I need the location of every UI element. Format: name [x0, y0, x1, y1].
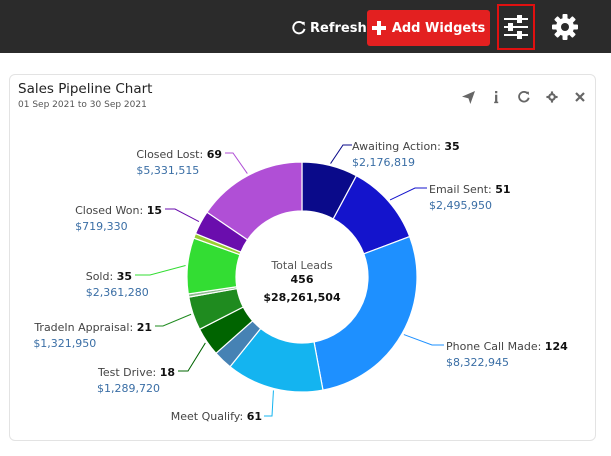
slice-label-name: Email Sent:	[429, 183, 495, 196]
slice-label: Test Drive: 18	[97, 366, 175, 379]
slice-label-count: 15	[147, 204, 162, 217]
info-icon[interactable]	[489, 90, 503, 104]
slice-label-count: 35	[444, 140, 459, 153]
card-date-range: 01 Sep 2021 to 30 Sep 2021	[18, 100, 147, 110]
leader-line	[178, 342, 206, 372]
slice-label-amount: $719,330	[75, 220, 128, 233]
slice-label: Sold: 35	[86, 270, 132, 283]
center-total-label: Total Leads	[270, 259, 333, 272]
leader-line	[264, 390, 274, 417]
slice-label-name: Awaiting Action:	[352, 140, 444, 153]
slice-label-count: 61	[247, 410, 262, 423]
slice-label: Closed Lost: 69	[136, 148, 222, 161]
slice-label: Closed Won: 15	[75, 204, 162, 217]
slice-label-amount: $1,321,950	[33, 337, 96, 350]
slice-label-name: Sold:	[86, 270, 117, 283]
slice-label-count: 124	[545, 340, 568, 353]
sales-pipeline-card: Sales Pipeline Chart 01 Sep 2021 to 30 S…	[9, 74, 596, 441]
slice-label: Meet Qualify: 61	[171, 410, 262, 423]
add-widgets-label: Add Widgets	[391, 20, 486, 36]
top-toolbar: Refresh Add Widgets	[0, 0, 611, 53]
leader-line	[330, 144, 352, 164]
refresh-icon[interactable]	[517, 90, 531, 104]
refresh-button[interactable]: Refresh	[292, 18, 367, 38]
slice-label: Email Sent: 51	[429, 183, 511, 196]
filter-settings-button[interactable]	[497, 4, 535, 50]
leader-line	[403, 334, 444, 346]
donut-slice[interactable]	[313, 235, 418, 391]
slice-label: Awaiting Action: 35	[352, 140, 460, 153]
slice-label-count: 51	[495, 183, 510, 196]
slice-label-name: Closed Lost:	[136, 148, 206, 161]
leader-line	[389, 187, 427, 201]
slice-label-amount: $1,289,720	[97, 382, 160, 395]
gear-icon[interactable]	[551, 13, 579, 41]
sliders-icon	[504, 15, 528, 39]
card-title: Sales Pipeline Chart	[18, 81, 153, 97]
slice-label-amount: $5,331,515	[136, 164, 199, 177]
send-icon[interactable]	[461, 90, 475, 104]
leader-line	[135, 264, 186, 276]
slice-label-count: 35	[117, 270, 132, 283]
slice-label-amount: $2,495,950	[429, 199, 492, 212]
slice-label: Phone Call Made: 124	[446, 340, 568, 353]
slice-label-name: Closed Won:	[75, 204, 147, 217]
slice-label-name: Meet Qualify:	[171, 410, 247, 423]
slice-label-amount: $2,361,280	[86, 286, 149, 299]
settings-icon[interactable]	[545, 90, 559, 104]
slice-label-name: TradeIn Appraisal:	[33, 321, 136, 334]
slice-label-name: Phone Call Made:	[446, 340, 545, 353]
slice-label: TradeIn Appraisal: 21	[33, 321, 152, 334]
donut-slice[interactable]	[206, 161, 303, 241]
card-tools	[461, 90, 587, 104]
leader-line	[165, 208, 200, 223]
refresh-icon	[292, 21, 306, 35]
leader-line	[225, 152, 248, 174]
center-total-amount: $28,261,504	[263, 291, 341, 304]
close-icon[interactable]	[573, 90, 587, 104]
slice-label-count: 18	[160, 366, 175, 379]
slice-label-amount: $2,176,819	[352, 156, 415, 169]
plus-icon	[371, 21, 386, 35]
center-total-leads: 456	[291, 273, 314, 286]
slice-label-count: 69	[207, 148, 222, 161]
slice-label-name: Test Drive:	[97, 366, 160, 379]
refresh-label: Refresh	[310, 20, 367, 36]
leader-line	[155, 313, 192, 327]
add-widgets-button[interactable]: Add Widgets	[367, 10, 490, 46]
slice-label-count: 21	[137, 321, 152, 334]
slice-label-amount: $8,322,945	[446, 356, 509, 369]
